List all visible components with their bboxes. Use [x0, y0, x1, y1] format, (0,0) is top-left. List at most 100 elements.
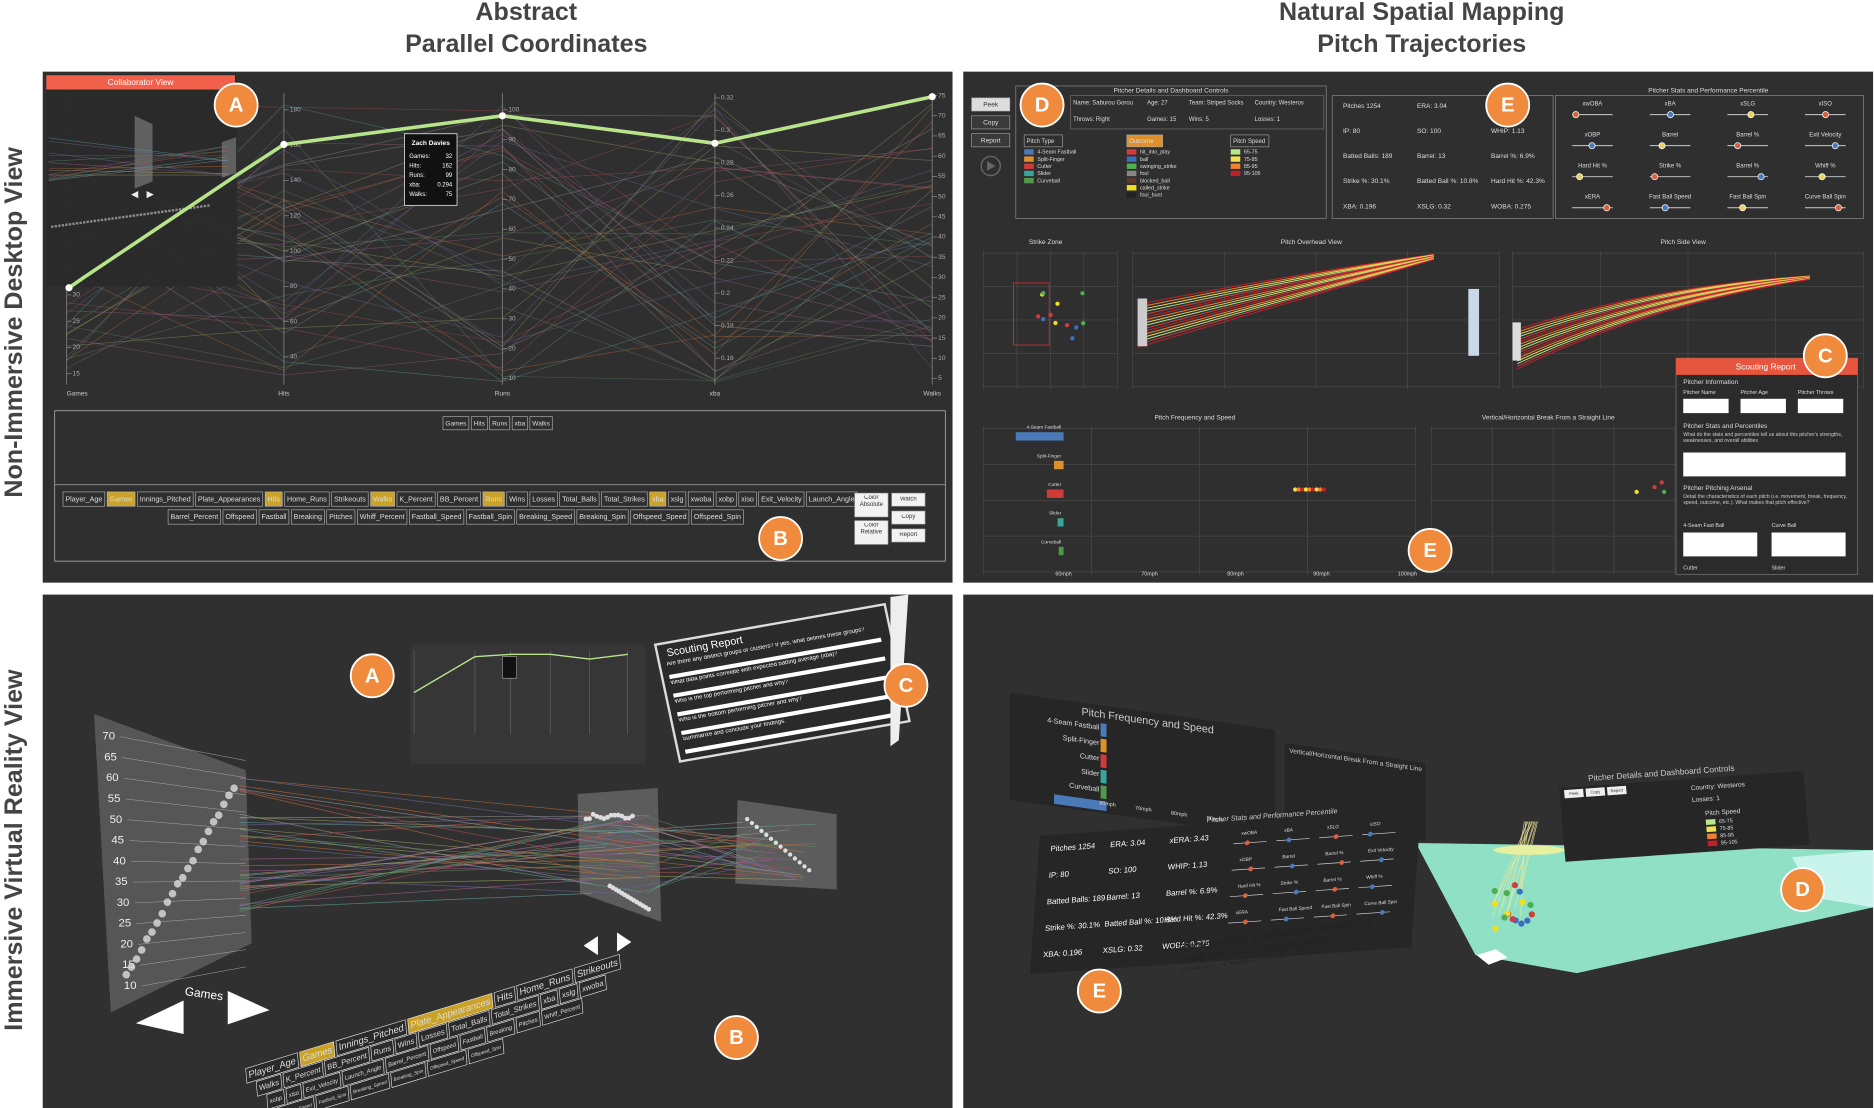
- vr-report-input: [684, 712, 898, 754]
- vr-attribute-chip-box: [516, 968, 574, 1001]
- stat: XBA: 0.196: [1343, 203, 1376, 210]
- axis-tick-label: 10: [938, 355, 946, 362]
- axis-tick-label: 0.32: [721, 95, 734, 102]
- vr-attribute-chip-box: [541, 997, 584, 1026]
- tooltip-value: 0.294: [437, 183, 453, 189]
- percentile-dot: [1834, 204, 1842, 212]
- vr-mound: [1493, 845, 1566, 855]
- vr-percentile-track: [1276, 838, 1310, 842]
- control-button[interactable]: [891, 510, 926, 525]
- dashboard-button[interactable]: [971, 97, 1011, 112]
- vr-button[interactable]: [1585, 787, 1606, 797]
- vr-data-line: [239, 816, 613, 833]
- attribute-chip-box: [258, 509, 290, 525]
- vr-button[interactable]: [1564, 788, 1584, 799]
- control-button-label: Color Absolute: [859, 495, 883, 509]
- attribute-chip-box: [284, 491, 330, 507]
- control-button-label: Report: [899, 531, 918, 538]
- attribute-chip-box: [687, 491, 715, 507]
- report-input[interactable]: [1683, 398, 1729, 414]
- frequency-bar: [1046, 489, 1064, 498]
- vr-pitch-label: Cutter: [1080, 751, 1100, 763]
- control-button-label: Color Relative: [860, 522, 883, 536]
- legend-item: 95-105: [1244, 171, 1261, 177]
- attribute-chip-box: [137, 491, 194, 507]
- vr-point: [787, 852, 793, 857]
- stat: IP: 80: [1343, 128, 1360, 135]
- play-button: [980, 155, 1001, 177]
- axis-tick-label: 30: [938, 274, 946, 281]
- vr-point: [199, 837, 208, 846]
- report-prompt-box: Detail the characteristics of each pitch…: [1683, 494, 1847, 505]
- vr-point: [178, 873, 187, 882]
- vr-data-line: [239, 864, 607, 879]
- vr-button[interactable]: [1606, 785, 1627, 796]
- vr-data-line: [609, 824, 774, 841]
- trajectory: [1137, 258, 1434, 346]
- control-button[interactable]: [891, 492, 926, 507]
- trajectory: [1137, 259, 1434, 348]
- details-field: Age: 27: [1147, 100, 1168, 106]
- axis-tick-label: 45: [938, 214, 946, 221]
- control-button-label-box: Report: [899, 531, 918, 538]
- report-input[interactable]: [1797, 398, 1844, 414]
- axis-tick-label: 0.16: [721, 355, 734, 362]
- attribute-chip: Fastball: [261, 513, 286, 521]
- attribute-chip-box: [62, 491, 106, 507]
- details-inner: [1070, 95, 1325, 130]
- vr-report-input: [680, 693, 894, 736]
- pitch-dot: [1070, 336, 1075, 341]
- legend-item: swinging_strike: [1140, 164, 1177, 170]
- axis-tick-label: 160: [290, 142, 301, 149]
- attribute-chip-box: [738, 491, 757, 507]
- vr-point: [204, 827, 213, 836]
- attribute-chip: Pitches: [329, 513, 353, 521]
- vr-data-line: [239, 829, 630, 911]
- report-input[interactable]: [1740, 398, 1786, 414]
- vr-percentile-label: xERA: [1236, 909, 1249, 916]
- vr-percentile-label: xwOBA: [1241, 830, 1258, 837]
- vr-data-line: [239, 812, 633, 840]
- dashboard-button[interactable]: [971, 133, 1011, 148]
- stat: Pitches 1254: [1343, 103, 1381, 110]
- vr-attribute-chip-box: [324, 1046, 371, 1076]
- pitch-dot: [1074, 325, 1079, 330]
- vr-tick-label: 60: [106, 772, 119, 784]
- control-button[interactable]: [854, 492, 889, 518]
- vr-data-line: [636, 852, 802, 876]
- vr-point: [594, 813, 600, 819]
- vr-percentile-dot: [1283, 916, 1289, 922]
- vr-point: [773, 840, 778, 845]
- tooltip-value: 75: [446, 192, 453, 198]
- vr-data-line: [607, 821, 743, 834]
- callout-badge: [883, 662, 929, 708]
- report-input[interactable]: [1683, 532, 1758, 557]
- report-input[interactable]: [1683, 452, 1846, 477]
- frequency-bar: [1058, 546, 1064, 556]
- dashboard-button[interactable]: [971, 115, 1011, 130]
- attribute-chip: Offspeed_Speed: [633, 513, 687, 521]
- vr-stat: WOBA: 0.275: [1162, 939, 1210, 951]
- percentile-dot: [1757, 173, 1765, 181]
- legend-swatch: [1230, 163, 1241, 169]
- vr-data-line: [239, 877, 642, 887]
- axis-tick-label: 0.18: [721, 322, 734, 329]
- vr-pitch-dot: [1527, 901, 1534, 909]
- report-field: Pitcher Name: [1683, 390, 1715, 396]
- report-input[interactable]: [1771, 532, 1846, 557]
- control-button[interactable]: [891, 528, 926, 543]
- axis-tick-label: 35: [938, 254, 946, 261]
- vr-percentile-label: Curve Ball Spin: [1364, 899, 1397, 907]
- vr-attribute-chip-box: [490, 995, 540, 1025]
- vr-point: [163, 898, 172, 907]
- vr-tick-label: 25: [119, 918, 132, 930]
- axis-tick-label: 50: [508, 256, 516, 263]
- vr-grid: [132, 880, 246, 883]
- vr-percentile-track: [1313, 914, 1348, 918]
- frequency-bar: [1015, 432, 1064, 441]
- axis-tick-label: 30: [508, 316, 516, 323]
- control-button[interactable]: [854, 520, 889, 545]
- row-label: Non-Immersive Desktop View: [0, 147, 28, 498]
- mini-line: [48, 145, 228, 175]
- percentile-dot: [1822, 111, 1830, 119]
